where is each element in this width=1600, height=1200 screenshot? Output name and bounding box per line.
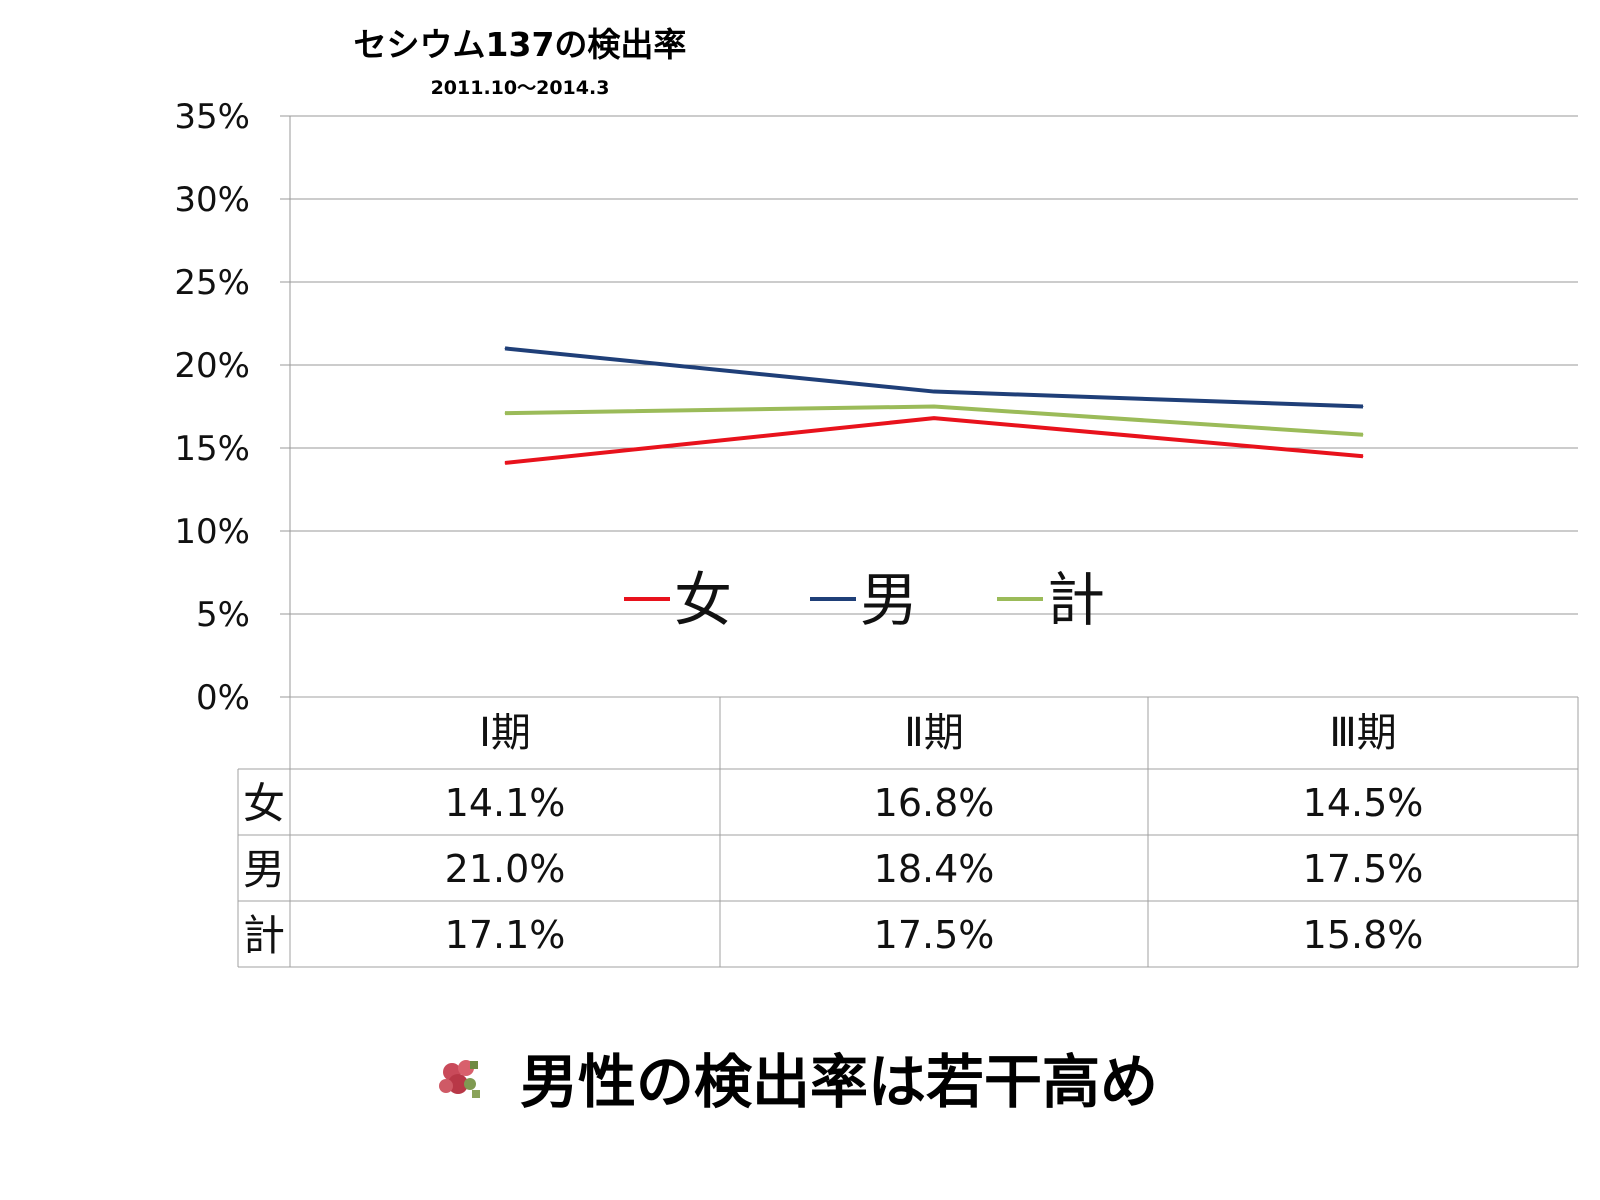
- y-tick-label: 5%: [196, 595, 250, 635]
- chart-title: セシウム137の検出率: [354, 25, 687, 64]
- legend-label: 女: [674, 566, 732, 634]
- data-point: [933, 417, 935, 419]
- data-point: [933, 391, 935, 393]
- grid: [280, 115, 1578, 698]
- table-cell: 15.8%: [1303, 913, 1424, 957]
- legend-label: 男: [860, 566, 918, 634]
- plot-area: [504, 346, 1364, 465]
- y-tick-label: 20%: [174, 346, 250, 386]
- table-cell: 17.1%: [445, 913, 566, 957]
- data-point: [1362, 455, 1364, 457]
- data-point: [933, 406, 935, 407]
- table-row-label: 計: [243, 911, 285, 960]
- table-cell: 18.4%: [874, 847, 995, 891]
- conclusion: 男性の検出率は若干高め: [437, 1048, 1158, 1116]
- table-cell: 14.5%: [1303, 781, 1424, 825]
- table-cell: 17.5%: [874, 913, 995, 957]
- y-tick-label: 35%: [174, 97, 250, 137]
- data-point: [504, 412, 506, 414]
- data-point: [504, 462, 506, 464]
- table-row-label: 男: [243, 845, 285, 894]
- legend: 女男計: [624, 566, 1105, 634]
- category-label: Ⅲ期: [1329, 710, 1397, 756]
- data-point: [1362, 434, 1364, 436]
- y-tick-label: 15%: [174, 429, 250, 469]
- y-tick-label: 0%: [196, 678, 250, 718]
- y-tick-label: 25%: [174, 263, 250, 303]
- table-cell: 17.5%: [1303, 847, 1424, 891]
- flower-bullet-icon: [437, 1056, 480, 1099]
- table-row-label: 女: [243, 779, 285, 828]
- category-label: Ⅱ期: [904, 710, 964, 756]
- table-cell: 21.0%: [445, 847, 566, 891]
- conclusion-text: 男性の検出率は若干高め: [520, 1048, 1158, 1116]
- data-point: [1362, 406, 1364, 407]
- data-point: [504, 347, 506, 349]
- category-label: Ⅰ期: [479, 710, 531, 756]
- table-cell: 16.8%: [874, 781, 995, 825]
- y-axis: 0% 5% 10% 15% 20% 25% 30% 35%: [174, 97, 250, 718]
- series-line-計: [504, 404, 1364, 437]
- chart-subtitle: 2011.10～2014.3: [431, 77, 610, 99]
- table-cell: 14.1%: [445, 781, 566, 825]
- legend-label: 計: [1047, 566, 1105, 634]
- series-line-男: [504, 346, 1364, 409]
- y-tick-label: 10%: [174, 512, 250, 552]
- y-tick-label: 30%: [174, 180, 250, 220]
